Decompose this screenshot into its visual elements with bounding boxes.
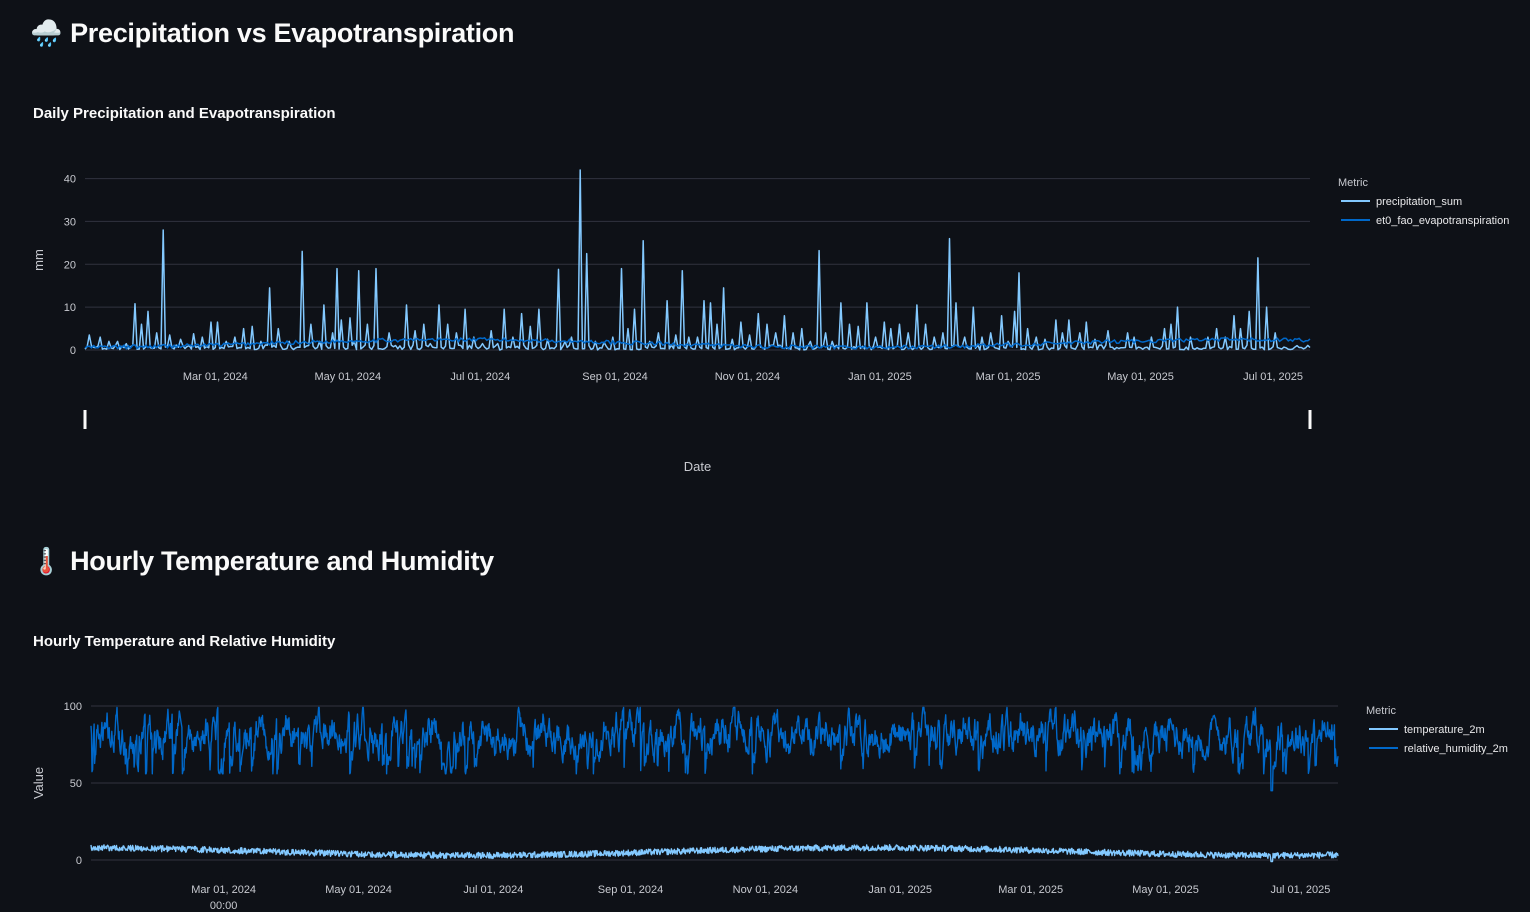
x-tick-label: Sep 01, 2024 (582, 371, 647, 383)
range-slider-handle-right (1308, 410, 1312, 429)
x-axis-label: Date (684, 459, 711, 474)
series-line-temperature_2m (90, 844, 1339, 863)
range-slider-handle-left (83, 410, 87, 429)
y-tick-label: 40 (64, 174, 76, 186)
x-tick-label: Jan 01, 2025 (868, 884, 932, 896)
y-tick-label: 20 (64, 259, 76, 271)
x-tick-label: Nov 01, 2024 (715, 371, 780, 383)
x-tick-label: Mar 01, 2024 (191, 884, 256, 896)
section-title-text: Precipitation vs Evapotranspiration (70, 18, 515, 48)
rain-cloud-icon: 🌧️ (30, 18, 63, 49)
x-tick-label: May 01, 2025 (1107, 371, 1174, 383)
x-tick-label: May 01, 2025 (1132, 884, 1199, 896)
section-title-temperature: 🌡️ Hourly Temperature and Humidity (30, 546, 494, 577)
series-line-precipitation_sum (84, 169, 1311, 351)
x-tick-label: Jan 01, 2025 (848, 371, 912, 383)
x-tick-label: May 01, 2024 (325, 884, 392, 896)
y-axis-label: mm (31, 249, 46, 271)
series-line-et0_fao_evapotranspiration (84, 336, 1311, 351)
legend-item-precipitation_sum: precipitation_sum (1376, 196, 1462, 208)
y-tick-label: 10 (64, 302, 76, 314)
section-title-precipitation: 🌧️ Precipitation vs Evapotranspiration (30, 18, 515, 49)
section-title-text: Hourly Temperature and Humidity (70, 546, 494, 576)
x-tick-label: Jul 01, 2025 (1270, 884, 1330, 896)
y-tick-label: 0 (76, 855, 82, 867)
chart-title-daily: Daily Precipitation and Evapotranspirati… (33, 105, 336, 122)
series-line-relative_humidity_2m (90, 706, 1339, 792)
legend-title: Metric (1366, 705, 1396, 717)
x-tick-label: Mar 01, 2024 (183, 371, 248, 383)
thermometer-icon: 🌡️ (30, 546, 63, 577)
x-tick-label: May 01, 2024 (314, 371, 381, 383)
x-tick-label: Jul 01, 2024 (450, 371, 510, 383)
x-tick-label: Sep 01, 2024 (598, 884, 663, 896)
legend-item-relative_humidity_2m: relative_humidity_2m (1404, 743, 1508, 755)
daily-precipitation-chart[interactable]: 0 10 20 30 40 Mar 01, 2024 May 01, 2024 Jul 01,… (0, 0, 1530, 480)
chart-title-hourly: Hourly Temperature and Relative Humidity (33, 633, 336, 650)
y-tick-label: 30 (64, 216, 76, 228)
y-axis-label: Value (31, 767, 46, 799)
x-tick-sublabel: 00:00 (210, 900, 238, 912)
legend-title: Metric (1338, 177, 1368, 189)
y-tick-label: 0 (70, 345, 76, 357)
y-tick-label: 100 (64, 701, 82, 713)
legend-item-temperature_2m: temperature_2m (1404, 724, 1485, 736)
x-tick-label: Mar 01, 2025 (998, 884, 1063, 896)
x-tick-label: Jul 01, 2025 (1243, 371, 1303, 383)
x-tick-label: Nov 01, 2024 (733, 884, 798, 896)
x-tick-label: Jul 01, 2024 (463, 884, 523, 896)
legend-item-et0_fao_evapotranspiration: et0_fao_evapotranspiration (1376, 215, 1509, 227)
x-tick-label: Mar 01, 2025 (976, 371, 1041, 383)
y-tick-label: 50 (70, 778, 82, 790)
